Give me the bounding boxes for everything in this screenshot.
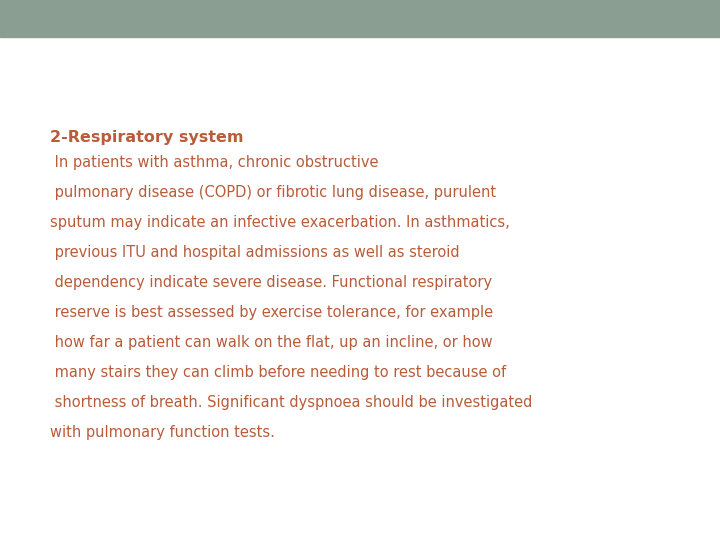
Text: with pulmonary function tests.: with pulmonary function tests. (50, 425, 275, 440)
Text: previous ITU and hospital admissions as well as steroid: previous ITU and hospital admissions as … (50, 245, 459, 260)
Text: dependency indicate severe disease. Functional respiratory: dependency indicate severe disease. Func… (50, 275, 492, 290)
Text: 2-Respiratory system: 2-Respiratory system (50, 130, 243, 145)
Text: In patients with asthma, chronic obstructive: In patients with asthma, chronic obstruc… (50, 155, 379, 170)
Text: how far a patient can walk on the flat, up an incline, or how: how far a patient can walk on the flat, … (50, 335, 492, 350)
Bar (0, 0, 720, 37)
Text: sputum may indicate an infective exacerbation. In asthmatics,: sputum may indicate an infective exacerb… (50, 215, 510, 230)
Text: many stairs they can climb before needing to rest because of: many stairs they can climb before needin… (50, 365, 506, 380)
Text: reserve is best assessed by exercise tolerance, for example: reserve is best assessed by exercise tol… (50, 305, 493, 320)
Text: pulmonary disease (COPD) or fibrotic lung disease, purulent: pulmonary disease (COPD) or fibrotic lun… (50, 185, 496, 200)
Text: shortness of breath. Significant dyspnoea should be investigated: shortness of breath. Significant dyspnoe… (50, 395, 532, 410)
